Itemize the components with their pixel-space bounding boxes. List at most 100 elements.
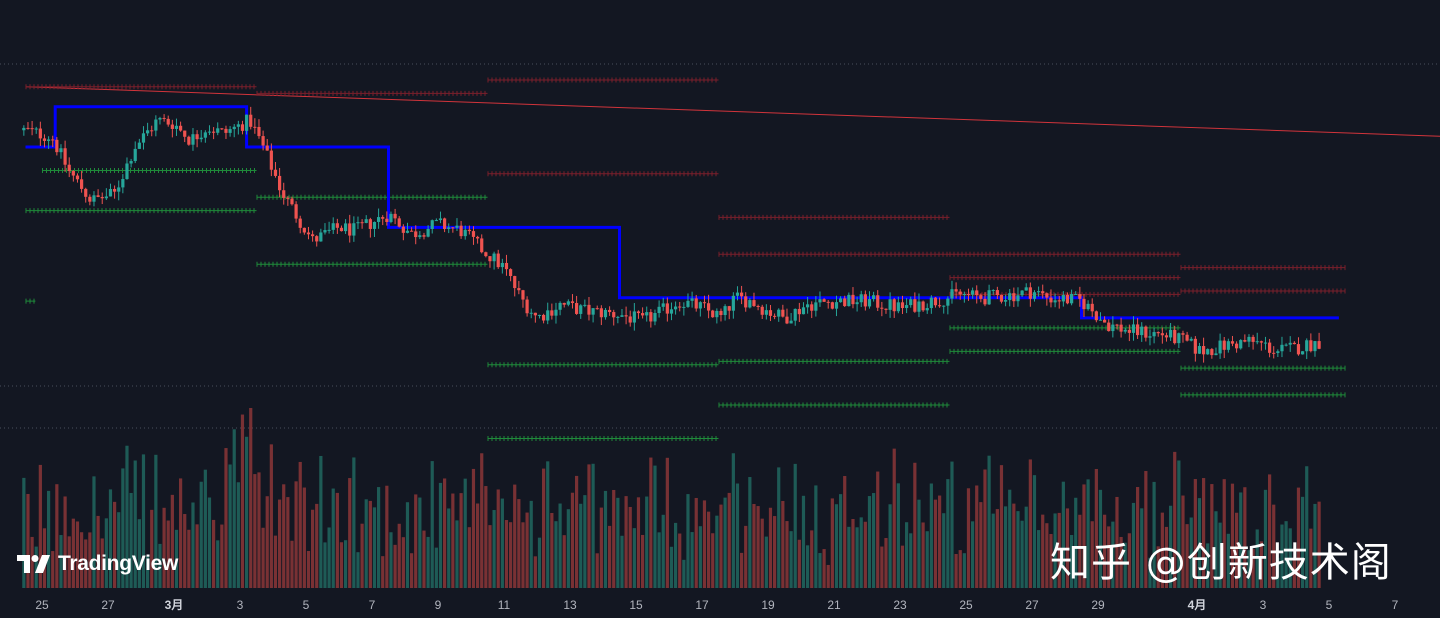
volume-bar [372, 507, 377, 588]
candle-body [843, 298, 847, 307]
candle-body [1288, 342, 1292, 345]
x-tick-label: 3月 [165, 598, 184, 612]
candle-body [595, 308, 599, 310]
candle-body [1193, 338, 1197, 354]
candle-body [566, 301, 570, 305]
candle-body [496, 253, 500, 268]
volume-bar [1148, 557, 1152, 588]
candle-body [1255, 341, 1259, 343]
candle-body [1202, 346, 1206, 355]
volume-bar [315, 503, 319, 588]
x-tick-label: 7 [1392, 598, 1399, 612]
candle-body [360, 222, 364, 224]
volume-bar [51, 551, 55, 588]
candle-body [521, 290, 525, 300]
volume-bar [191, 502, 195, 588]
candle-body [1239, 340, 1243, 349]
volume-bar [467, 527, 471, 588]
volume-bar [22, 477, 26, 588]
candle-body [121, 179, 125, 188]
volume-bar [814, 485, 818, 588]
candle-body [1280, 344, 1284, 352]
volume-bar [999, 465, 1004, 588]
volume-bar [484, 486, 488, 588]
volume-bar [839, 494, 843, 588]
volume-bar [397, 523, 401, 588]
volume-bar [430, 461, 434, 588]
volume-bar [900, 545, 905, 588]
candle-body [929, 297, 933, 309]
volume-bar [645, 496, 649, 588]
volume-bar [694, 497, 698, 588]
candle-body [137, 142, 141, 149]
trend-line [25, 105, 1339, 320]
candle-body [30, 128, 34, 130]
volume-bar [360, 523, 364, 588]
candle-body [1037, 291, 1041, 293]
candle-body [504, 262, 509, 270]
candle-body [1305, 340, 1309, 352]
volume-bar [216, 540, 220, 588]
volume-bar [331, 488, 335, 588]
candle-body [42, 138, 47, 141]
candle-body [1016, 295, 1020, 302]
volume-bar [443, 478, 447, 588]
candle-body [847, 294, 851, 307]
volume-bar [269, 444, 273, 588]
volume-bar [323, 542, 327, 588]
candle-body [187, 136, 191, 145]
volume-bar [591, 463, 595, 588]
volume-bar [1156, 546, 1160, 588]
candle-body [966, 294, 971, 296]
candle-body [1028, 287, 1032, 299]
candle-body [22, 127, 26, 131]
candle-body [1057, 300, 1061, 302]
candle-body [253, 126, 257, 128]
volume-bar [818, 553, 822, 588]
volume-bar [1103, 514, 1107, 588]
volume-bar [438, 482, 443, 588]
volume-bar [579, 503, 583, 588]
candle-body [344, 223, 348, 232]
candle-body [764, 310, 768, 315]
candle-body [616, 316, 620, 318]
volume-bar [764, 536, 768, 588]
volume-bar [867, 496, 872, 588]
candle-body [546, 310, 550, 321]
time-axis[interactable]: 25 27 3月 3 5 7 9 11 13 15 17 19 21 23 25 27 29 4月 3 5 7 [35, 598, 1398, 612]
volume-bar [810, 530, 814, 588]
candle-body [1144, 326, 1148, 338]
volume-bar [34, 546, 38, 588]
volume-bar [1280, 524, 1284, 588]
x-tick-label: 11 [498, 598, 511, 612]
candle-body [1012, 293, 1016, 302]
candle-body [554, 309, 558, 316]
volume-bar [958, 550, 962, 588]
volume-bar [212, 519, 216, 588]
volume-bar [657, 532, 661, 588]
volume-bar [669, 546, 674, 588]
candle-body [735, 292, 740, 296]
candle-body [983, 298, 987, 305]
volume-bar [294, 481, 298, 588]
candle-body [954, 289, 958, 292]
candle-body [51, 139, 55, 141]
candle-body [649, 312, 653, 322]
candle-body [203, 132, 207, 138]
candle-body [294, 204, 298, 219]
volume-bar [983, 469, 987, 588]
candle-body [265, 145, 269, 151]
volume-bar [273, 535, 278, 588]
candle-body [1276, 351, 1280, 354]
volume-bar [26, 493, 30, 588]
volume-bar [290, 540, 294, 588]
candle-body [744, 296, 748, 308]
candle-body [1041, 291, 1045, 294]
candle-body [269, 150, 273, 170]
candle-body [414, 231, 418, 238]
candle-body [859, 294, 863, 303]
volume-bar [1230, 483, 1235, 588]
volume-bar [377, 487, 381, 588]
volume-bar [1197, 498, 1202, 588]
